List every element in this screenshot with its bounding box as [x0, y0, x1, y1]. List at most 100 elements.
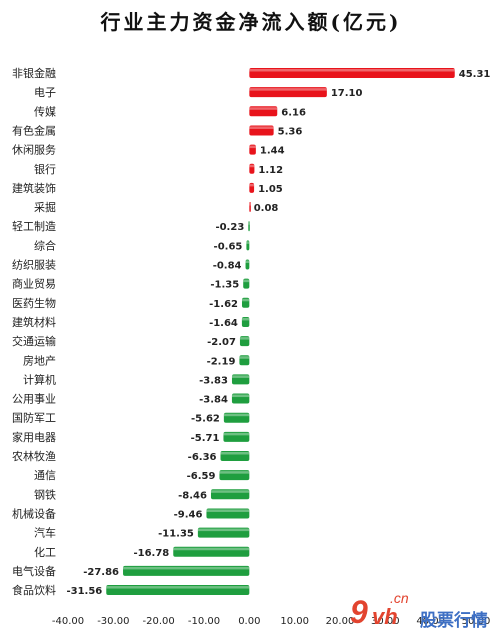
bar-交通运输 — [239, 336, 250, 347]
bar-highlight — [241, 317, 250, 321]
value-label: 0.08 — [254, 203, 279, 214]
value-label: 17.10 — [331, 88, 363, 99]
bar-汽车 — [197, 527, 250, 538]
bar-highlight — [106, 586, 250, 589]
category-label: 食品饮料 — [12, 583, 56, 597]
value-label: 6.16 — [281, 107, 306, 118]
bar-highlight — [249, 69, 455, 72]
category-label: 建筑装饰 — [12, 181, 56, 195]
category-label: 纺织服装 — [12, 258, 56, 272]
bar-通信 — [219, 470, 250, 481]
bar-highlight — [220, 452, 250, 455]
bar-农林牧渔 — [220, 451, 250, 461]
bar-电子 — [249, 87, 327, 98]
bar-highlight — [249, 164, 255, 168]
x-tick-label: -40.00 — [52, 616, 84, 627]
category-label: 休闲服务 — [12, 143, 56, 157]
bar-建筑材料 — [241, 316, 250, 327]
category-label: 交通运输 — [12, 334, 56, 348]
x-tick-label: 30.00 — [371, 616, 400, 627]
bar-电气设备 — [123, 565, 250, 576]
x-tick-label: 20.00 — [326, 616, 355, 627]
bar-轻工制造 — [248, 221, 250, 232]
value-label: -2.19 — [207, 356, 236, 367]
value-label: -3.83 — [199, 375, 228, 386]
category-label: 采掘 — [34, 200, 56, 214]
bar-highlight — [248, 222, 250, 225]
bar-highlight — [249, 88, 327, 91]
value-label: -6.36 — [188, 452, 217, 463]
category-label: 传媒 — [34, 105, 56, 118]
bar-纺织服装 — [245, 259, 250, 270]
watermark-name: 股票行情 — [420, 611, 488, 631]
bar-highlight — [246, 241, 250, 244]
bar-highlight — [249, 126, 274, 129]
x-tick-label: -10.00 — [188, 616, 220, 627]
bar-highlight — [239, 337, 250, 340]
bar-休闲服务 — [249, 144, 256, 155]
bar-highlight — [173, 547, 250, 551]
value-label: -8.46 — [178, 490, 207, 501]
bar-highlight — [241, 298, 250, 302]
category-label: 房地产 — [23, 353, 56, 367]
value-label: -5.62 — [191, 414, 220, 425]
bar-highlight — [249, 183, 255, 187]
bar-机械设备 — [206, 508, 250, 519]
bars-layer — [106, 68, 455, 596]
value-label: -31.56 — [66, 586, 102, 597]
value-label: -6.59 — [187, 471, 216, 482]
bar-highlight — [239, 356, 250, 359]
value-label: 5.36 — [278, 126, 303, 137]
category-label: 非银金融 — [12, 66, 56, 80]
value-label: -27.86 — [83, 567, 119, 578]
bar-highlight — [249, 145, 256, 149]
value-label: 45.31 — [459, 69, 491, 80]
category-label: 银行 — [34, 162, 56, 176]
category-label: 汽车 — [34, 526, 56, 540]
bar-医药生物 — [241, 297, 250, 308]
category-label: 钢铁 — [34, 488, 56, 501]
bar-highlight — [231, 375, 250, 378]
bar-highlight — [245, 260, 250, 263]
value-label: -16.78 — [133, 548, 169, 559]
category-label: 农林牧渔 — [12, 449, 56, 463]
value-label: 1.12 — [258, 165, 283, 176]
chart-title: 行业主力资金净流入额(亿元) — [100, 10, 402, 34]
bar-采掘 — [249, 202, 251, 213]
bar-highlight — [197, 528, 250, 532]
bar-银行 — [249, 163, 255, 174]
bar-有色金属 — [249, 125, 274, 136]
bar-highlight — [123, 566, 250, 570]
watermark-logo: 9 vh .cn 股票行情 — [342, 590, 492, 632]
x-tick-label: -30.00 — [97, 616, 129, 627]
bar-非银金融 — [249, 68, 455, 78]
bar-highlight — [219, 471, 250, 474]
value-label: -9.46 — [174, 509, 203, 520]
value-label: 1.44 — [260, 146, 285, 157]
bar-房地产 — [239, 355, 250, 366]
bar-建筑装饰 — [249, 182, 255, 193]
bar-传媒 — [249, 106, 278, 117]
category-label: 商业贸易 — [12, 277, 56, 291]
value-label: -1.62 — [209, 299, 238, 310]
bar-食品饮料 — [106, 585, 250, 596]
x-tick-label: 40.00 — [416, 616, 445, 627]
bar-highlight — [231, 394, 250, 398]
bar-highlight — [206, 509, 250, 512]
bar-公用事业 — [231, 393, 250, 404]
category-label: 国防军工 — [12, 411, 56, 425]
value-label: -5.71 — [191, 433, 220, 444]
bar-highlight — [243, 279, 250, 283]
value-label: -2.07 — [207, 337, 236, 348]
x-tick-label: 50.00 — [462, 616, 491, 627]
bar-highlight — [223, 432, 250, 436]
value-label: -0.65 — [214, 241, 243, 252]
x-tick-label: -20.00 — [143, 616, 175, 627]
value-label: -1.35 — [210, 280, 239, 291]
bar-商业贸易 — [243, 278, 250, 289]
bar-highlight — [223, 413, 250, 417]
x-tick-label: 10.00 — [280, 616, 309, 627]
category-label: 计算机 — [23, 372, 56, 386]
category-label: 电气设备 — [12, 564, 56, 578]
bar-highlight — [210, 490, 250, 493]
